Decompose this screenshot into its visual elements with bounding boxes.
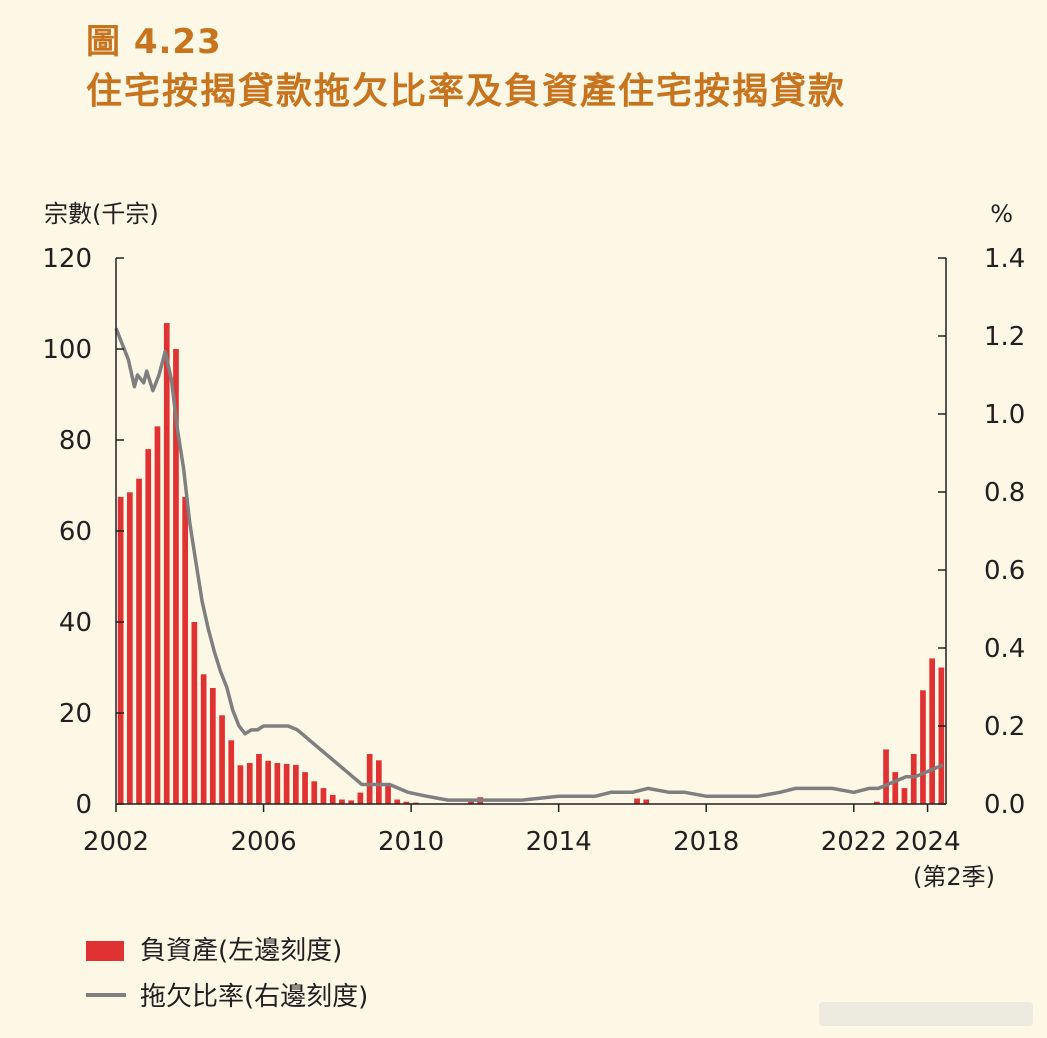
bar	[256, 754, 262, 804]
bar	[329, 794, 336, 804]
right-axis-tick-label: 1.4	[984, 244, 1025, 274]
left-axis-tick-label: 40	[59, 608, 92, 638]
left-axis-tick-label: 120	[42, 244, 92, 274]
right-axis-tick-label: 0.6	[984, 556, 1025, 586]
bar	[920, 690, 926, 805]
right-axis-tick-label: 0.2	[984, 712, 1025, 742]
axes: 0 20 40 60 80 100 120 0.0 0.2 0.4 0.6 0.8 1.0 1.2 1.4 2…	[42, 244, 1025, 857]
bar	[293, 764, 299, 804]
bar	[154, 426, 161, 804]
bar	[394, 799, 401, 804]
bar	[901, 788, 908, 804]
left-axis-tick-label: 60	[59, 517, 92, 547]
left-axis-tick-label: 80	[59, 426, 92, 456]
right-axis-tick-label: 0.4	[984, 634, 1025, 664]
bar	[320, 788, 327, 804]
figure-number: 圖 4.23	[86, 22, 222, 62]
bar	[246, 763, 253, 804]
bar	[929, 658, 935, 804]
right-axis-tick-label: 1.2	[984, 322, 1025, 352]
x-axis-tick-label: 2010	[378, 827, 444, 857]
bar	[191, 622, 198, 804]
bar	[643, 799, 650, 804]
x-axis-last-tick-note: (第2季)	[913, 863, 995, 891]
bar	[200, 674, 207, 804]
x-axis-tick-label: 2024	[894, 827, 960, 857]
left-axis-tick-label: 20	[59, 699, 92, 729]
bar	[366, 754, 373, 804]
bar	[182, 496, 188, 804]
bar	[237, 765, 244, 804]
bar	[348, 800, 354, 804]
legend-swatch-bars	[86, 941, 124, 961]
bar	[357, 792, 364, 804]
bar	[874, 801, 880, 804]
bar	[883, 749, 889, 804]
bar	[910, 754, 917, 804]
x-axis-tick-label: 2002	[83, 827, 149, 857]
bar	[283, 764, 290, 804]
bar	[376, 760, 382, 804]
legend-label-bars: 負資產(左邊刻度)	[140, 936, 342, 966]
bar	[938, 667, 945, 804]
watermark	[819, 1002, 1033, 1026]
bar	[219, 715, 225, 804]
bar	[403, 801, 410, 804]
bar	[265, 760, 271, 804]
bar	[173, 349, 179, 804]
right-axis-tick-label: 1.0	[984, 400, 1025, 430]
bar	[163, 323, 170, 804]
bar	[311, 781, 318, 805]
right-axis-label: %	[990, 200, 1013, 228]
delinquency-ratio-line	[114, 327, 944, 802]
line-series	[114, 327, 944, 802]
bar-series	[117, 323, 945, 805]
bar	[339, 799, 345, 804]
left-axis-label: 宗數(千宗)	[44, 200, 159, 228]
bar	[117, 496, 124, 804]
right-axis-tick-label: 0.0	[984, 790, 1025, 820]
x-axis-tick-label: 2006	[230, 827, 296, 857]
x-axis-tick-label: 2014	[526, 827, 592, 857]
bar	[385, 785, 391, 804]
legend-label-line: 拖欠比率(右邊刻度)	[140, 982, 368, 1012]
bar	[145, 449, 152, 804]
bar	[302, 772, 308, 804]
left-axis-tick-label: 0	[75, 790, 92, 820]
right-axis-tick-label: 0.8	[984, 478, 1025, 508]
bar	[892, 772, 899, 804]
bar	[210, 688, 216, 804]
bar	[274, 763, 281, 804]
figure-title: 住宅按揭貸款拖欠比率及負資產住宅按揭貸款	[86, 71, 847, 112]
bar	[136, 478, 142, 804]
x-axis-tick-label: 2018	[673, 827, 739, 857]
bar	[127, 492, 133, 804]
left-axis-tick-label: 100	[42, 335, 92, 365]
bar	[634, 798, 640, 804]
bar	[228, 740, 235, 804]
legend: 負資產(左邊刻度) 拖欠比率(右邊刻度)	[86, 936, 368, 1012]
x-axis-tick-label: 2022	[821, 827, 887, 857]
